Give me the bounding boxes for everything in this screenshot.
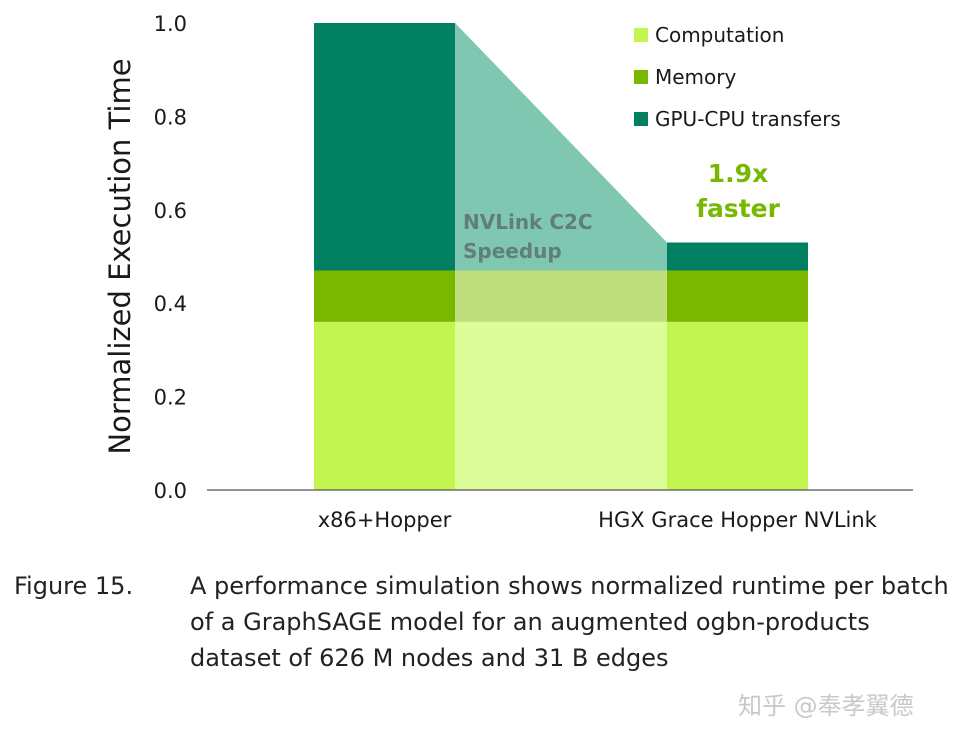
- watermark: 知乎 @奉孝翼德: [738, 692, 914, 720]
- x-tick-label: x86+Hopper: [318, 508, 452, 532]
- annotations: NVLink C2C Speedup 1.9x faster: [463, 159, 781, 263]
- chart: 0.0 0.2 0.4 0.6 0.8 1.0 x86+Hopper HGX Grace H…: [103, 12, 913, 532]
- bar-segment: [667, 321, 808, 490]
- legend-swatch: [634, 70, 648, 84]
- y-axis-label: Normalized Execution Time: [103, 58, 137, 454]
- bar-segment: [314, 270, 455, 322]
- bar-segment: [314, 23, 455, 271]
- speedup-annotation-line1: NVLink C2C: [463, 210, 593, 234]
- bar-segment: [667, 242, 808, 271]
- speedup-bridge: [455, 23, 667, 490]
- bridge-transfer-savings: [455, 23, 667, 271]
- y-tick-label: 0.0: [154, 479, 187, 503]
- legend-swatch: [634, 28, 648, 42]
- speedup-annotation-line2: Speedup: [463, 239, 562, 263]
- legend-label: Computation: [655, 23, 784, 47]
- legend-label: GPU-CPU transfers: [655, 107, 841, 131]
- y-tick-label: 0.8: [154, 105, 187, 129]
- caption-text: A performance simulation shows normalize…: [190, 572, 949, 672]
- bar-segment: [667, 270, 808, 322]
- y-tick-label: 1.0: [154, 12, 187, 36]
- legend: Computation Memory GPU-CPU transfers: [634, 23, 841, 131]
- bar-segment: [314, 321, 455, 490]
- caption-figure-number: Figure 15.: [14, 572, 134, 600]
- y-tick-label: 0.6: [154, 199, 187, 223]
- y-axis-ticks: 0.0 0.2 0.4 0.6 0.8 1.0: [154, 12, 187, 503]
- x-axis-labels: x86+Hopper HGX Grace Hopper NVLink: [318, 508, 878, 532]
- bridge-computation: [455, 321, 667, 490]
- y-tick-label: 0.4: [154, 292, 187, 316]
- faster-annotation-line1: 1.9x: [708, 159, 768, 188]
- faster-annotation-line2: faster: [696, 194, 781, 223]
- legend-label: Memory: [655, 65, 737, 89]
- bridge-memory: [455, 270, 667, 322]
- bars: [314, 23, 808, 490]
- x-tick-label: HGX Grace Hopper NVLink: [598, 508, 877, 532]
- legend-swatch: [634, 112, 648, 126]
- y-tick-label: 0.2: [154, 386, 187, 410]
